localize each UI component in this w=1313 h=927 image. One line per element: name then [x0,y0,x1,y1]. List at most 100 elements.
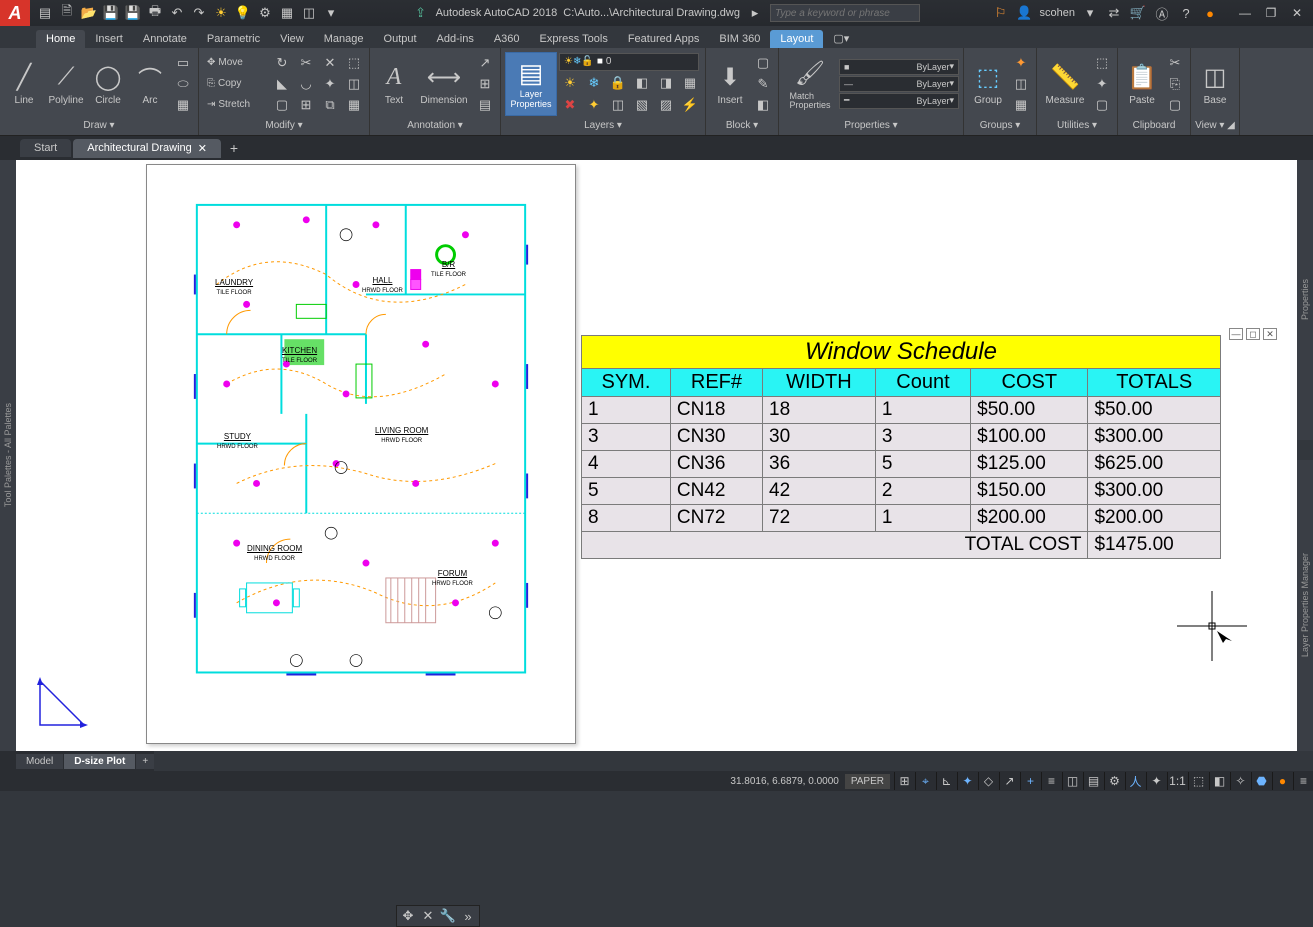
polyline-button[interactable]: ⟋Polyline [46,52,86,116]
track-icon[interactable]: ↗ [999,772,1019,790]
tab-addins[interactable]: Add-ins [427,30,484,48]
leader-icon[interactable]: ↗ [474,53,496,73]
layout-toolbar[interactable]: ✥ ✕ 🔧 » [396,905,480,927]
create-block-icon[interactable]: ▢ [752,53,774,73]
close-tab-icon[interactable]: ✕ [198,142,207,155]
lt-chevron-icon[interactable]: » [459,908,477,924]
lay4-icon[interactable]: ◧ [631,73,653,93]
dyn-icon[interactable]: + [1020,772,1040,790]
polar-icon[interactable]: ✦ [957,772,977,790]
tab-annotate[interactable]: Annotate [133,30,197,48]
open-icon[interactable]: 📂 [80,4,98,22]
share-icon[interactable]: ⇪ [412,4,430,22]
scale-icon[interactable]: ▢ [271,95,293,115]
vp-max-icon[interactable]: ◻ [1246,328,1260,340]
tab-home[interactable]: Home [36,30,85,48]
panel-annotation-label[interactable]: Annotation ▾ [374,117,496,133]
sb18-icon[interactable]: ⬣ [1251,772,1271,790]
layer-dropdown[interactable]: ☀ ❄ 🔓 ■ 0 [559,53,699,71]
rect-icon[interactable]: ▭ [172,53,194,73]
dimension-button[interactable]: ⟷Dimension [416,52,472,116]
sb15-icon[interactable]: ⬚ [1188,772,1208,790]
sb19-icon[interactable]: ● [1272,772,1292,790]
panel-modify-label[interactable]: Modify ▾ [203,117,365,133]
qat-menu-icon[interactable]: ▤ [36,4,54,22]
tool-palettes-panel[interactable]: Tool Palettes - All Palettes [0,160,16,751]
add-tab-button[interactable]: + [223,138,245,158]
sb16-icon[interactable]: ◧ [1209,772,1229,790]
erase-icon[interactable]: ✕ [319,53,341,73]
tab-bim360[interactable]: BIM 360 [709,30,770,48]
ann3-icon[interactable]: ▤ [474,95,496,115]
copy2-icon[interactable]: ⎘ [1164,74,1186,94]
tab-layout[interactable]: Layout [770,30,823,48]
lay11-icon[interactable]: ▨ [655,95,677,115]
table-icon[interactable]: ⊞ [474,74,496,94]
customize-icon[interactable]: ≡ [1293,772,1313,790]
vp-close-icon[interactable]: ✕ [1263,328,1277,340]
grp3-icon[interactable]: ▦ [1010,95,1032,115]
sb17-icon[interactable]: ✧ [1230,772,1250,790]
measure-button[interactable]: 📏Measure [1041,52,1089,116]
sb11-icon[interactable]: ⚙ [1104,772,1124,790]
tab-insert[interactable]: Insert [85,30,133,48]
panel-view-label[interactable]: View ▾ ◢ [1195,117,1235,133]
ortho-icon[interactable]: ⊾ [936,772,956,790]
vp-min-icon[interactable]: — [1229,328,1243,340]
undo-icon[interactable]: ↶ [168,4,186,22]
osnap-icon[interactable]: ◇ [978,772,998,790]
close-icon[interactable]: ✕ [1285,4,1309,22]
tab-parametric[interactable]: Parametric [197,30,270,48]
lineweight-dropdown[interactable]: ━ByLayer ▾ [839,93,959,109]
offset-icon[interactable]: ⧉ [319,95,341,115]
mirror-icon[interactable]: ◣ [271,74,293,94]
tab-output[interactable]: Output [374,30,427,48]
cut-icon[interactable]: ✂ [1164,53,1186,73]
lay9-icon[interactable]: ◫ [607,95,629,115]
tab-featured[interactable]: Featured Apps [618,30,710,48]
panel-utilities-label[interactable]: Utilities ▾ [1041,117,1113,133]
app-logo[interactable]: A [0,0,30,26]
lay6-icon[interactable]: ▦ [679,73,701,93]
lay10-icon[interactable]: ▧ [631,95,653,115]
gear-icon[interactable]: ⚙ [256,4,274,22]
lt-close-icon[interactable]: ✕ [419,908,437,924]
new-icon[interactable]: 🗎 [58,4,76,22]
layer-properties-button[interactable]: ▤ LayerProperties [505,52,557,116]
mod3-icon[interactable]: ▦ [343,95,365,115]
tab-view[interactable]: View [270,30,314,48]
array-icon[interactable]: ⊞ [295,95,317,115]
lwt-icon[interactable]: ≡ [1041,772,1061,790]
ellipse-icon[interactable]: ⬭ [172,74,194,94]
copy-button[interactable]: ⎘Copy [203,74,269,94]
user-dropdown-icon[interactable]: ▾ [1081,4,1099,22]
props-icon[interactable]: ▦ [278,4,296,22]
base-button[interactable]: ◫Base [1195,52,1235,116]
signin-icon[interactable]: 👤 [1016,4,1034,22]
layout-tab-active[interactable]: D-size Plot [64,754,135,769]
minimize-icon[interactable]: — [1233,4,1257,22]
tab-express[interactable]: Express Tools [530,30,618,48]
grid-icon[interactable]: ⊞ [894,772,914,790]
grp2-icon[interactable]: ◫ [1010,74,1032,94]
layfrz-icon[interactable]: ❄ [583,73,605,93]
attr-icon[interactable]: ◧ [752,95,774,115]
tab-manage[interactable]: Manage [314,30,374,48]
sun-icon[interactable]: ☀ [212,4,230,22]
laylck-icon[interactable]: 🔒 [607,73,629,93]
panel-groups-label[interactable]: Groups ▾ [968,117,1032,133]
infocenter-icon[interactable]: ⚐ [992,4,1010,22]
model-tab[interactable]: Model [16,754,63,769]
saveas-icon[interactable]: 💾 [124,4,142,22]
fillet-icon[interactable]: ◡ [295,74,317,94]
lay5-icon[interactable]: ◨ [655,73,677,93]
a360-icon[interactable]: Ⓐ [1153,4,1171,22]
snap-icon[interactable]: ⌖ [915,772,935,790]
lay8-icon[interactable]: ✦ [583,95,605,115]
linetype-dropdown[interactable]: —ByLayer ▾ [839,76,959,92]
tab-a360[interactable]: A360 [484,30,530,48]
layer-manager-panel[interactable]: Layer Properties Manager [1297,460,1313,751]
sb9-icon[interactable]: ◫ [1062,772,1082,790]
panel-clipboard-label[interactable]: Clipboard [1122,117,1186,133]
sb10-icon[interactable]: ▤ [1083,772,1103,790]
